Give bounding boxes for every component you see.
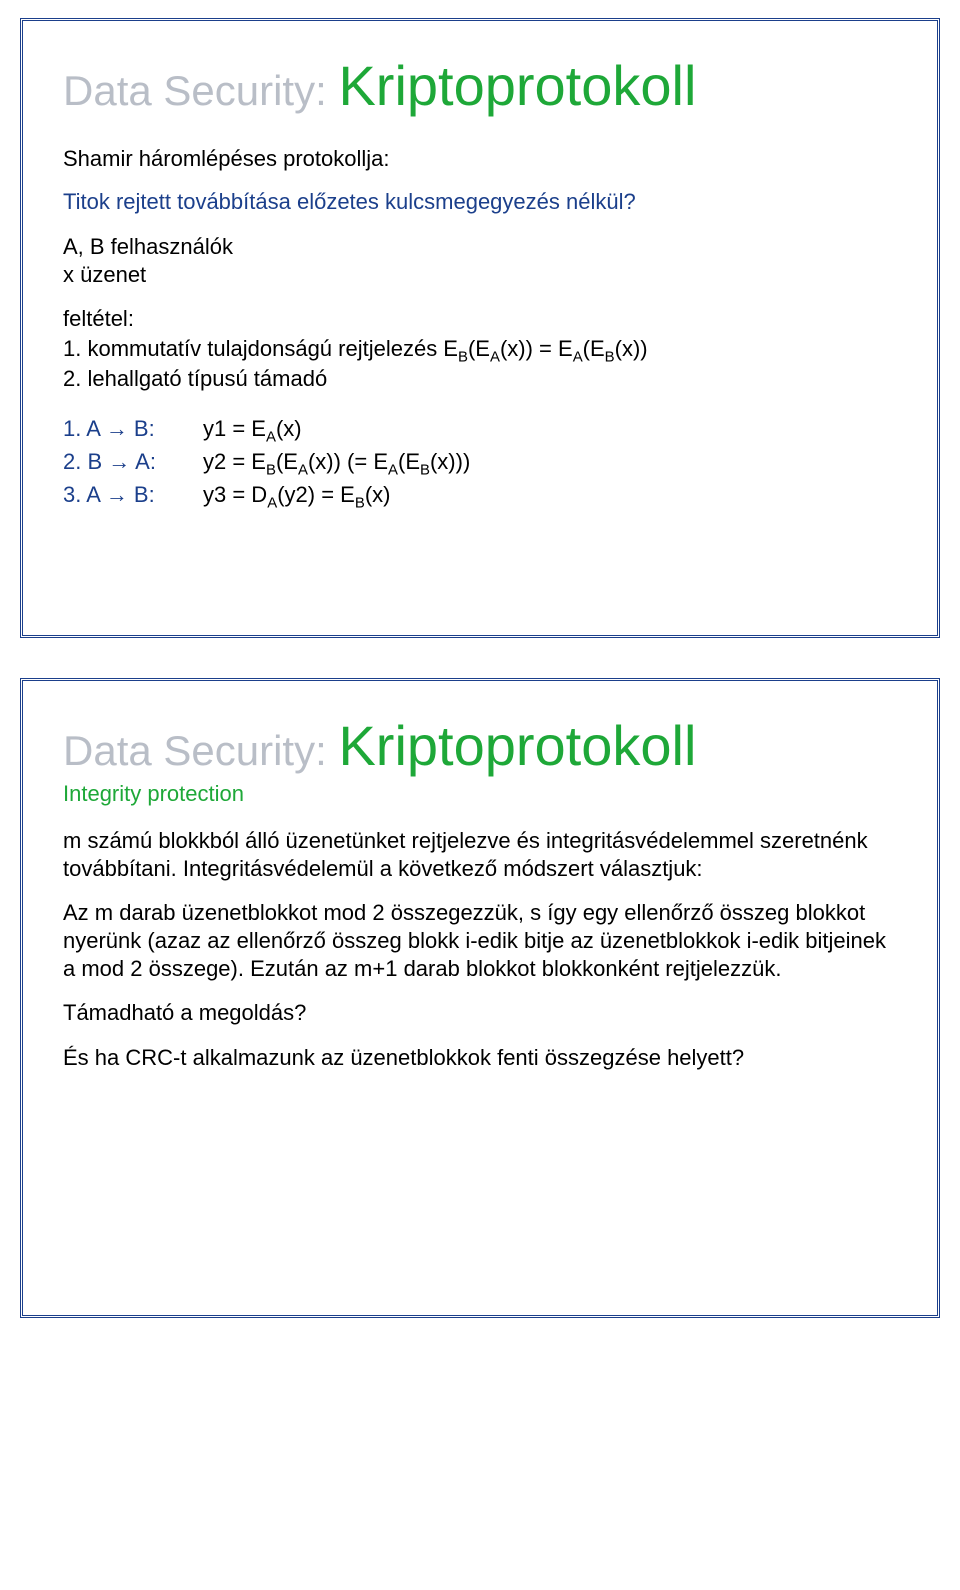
step2-label: 2. B → A: — [63, 445, 203, 478]
step3-expr: y3 = DA(y2) = EB(x) — [203, 478, 390, 511]
title-main: Kriptoprotokoll — [338, 714, 696, 777]
slide-1: Data Security: Kriptoprotokoll Shamir há… — [20, 18, 940, 638]
step-1: 1. A → B: y1 = EA(x) — [63, 412, 897, 445]
slide1-cond2: 2. lehallgató típusú támadó — [63, 365, 897, 393]
slide2-q2: És ha CRC-t alkalmazunk az üzenetblokkok… — [63, 1044, 897, 1072]
slide1-msg: x üzenet — [63, 261, 897, 289]
step3-label: 3. A → B: — [63, 478, 203, 511]
slide2-para2: Az m darab üzenetblokkot mod 2 összegezz… — [63, 899, 897, 983]
step1-label: 1. A → B: — [63, 412, 203, 445]
step-3: 3. A → B: y3 = DA(y2) = EB(x) — [63, 478, 897, 511]
slide2-q1: Támadható a megoldás? — [63, 999, 897, 1027]
slide-2: Data Security: Kriptoprotokoll Integrity… — [20, 678, 940, 1318]
title-prefix: Data Security: — [63, 727, 338, 774]
slide1-question: Titok rejtett továbbítása előzetes kulcs… — [63, 189, 897, 215]
title-prefix: Data Security: — [63, 67, 338, 114]
slide1-subhead: Shamir háromlépéses protokollja: — [63, 145, 897, 173]
slide2-subhead: Integrity protection — [63, 781, 897, 807]
slide1-title: Data Security: Kriptoprotokoll — [63, 55, 897, 117]
step-2: 2. B → A: y2 = EB(EA(x)) (= EA(EB(x))) — [63, 445, 897, 478]
slide1-users: A, B felhasználók — [63, 233, 897, 261]
title-main: Kriptoprotokoll — [338, 54, 696, 117]
slide2-title: Data Security: Kriptoprotokoll — [63, 715, 897, 777]
step1-expr: y1 = EA(x) — [203, 412, 302, 445]
slide1-steps: 1. A → B: y1 = EA(x) 2. B → A: y2 = EB(E… — [63, 412, 897, 511]
slide1-cond-label: feltétel: — [63, 305, 897, 333]
slide2-para1: m számú blokkból álló üzenetünket rejtje… — [63, 827, 897, 883]
slide1-cond1: 1. kommutatív tulajdonságú rejtjelezés E… — [63, 335, 897, 363]
step2-expr: y2 = EB(EA(x)) (= EA(EB(x))) — [203, 445, 470, 478]
